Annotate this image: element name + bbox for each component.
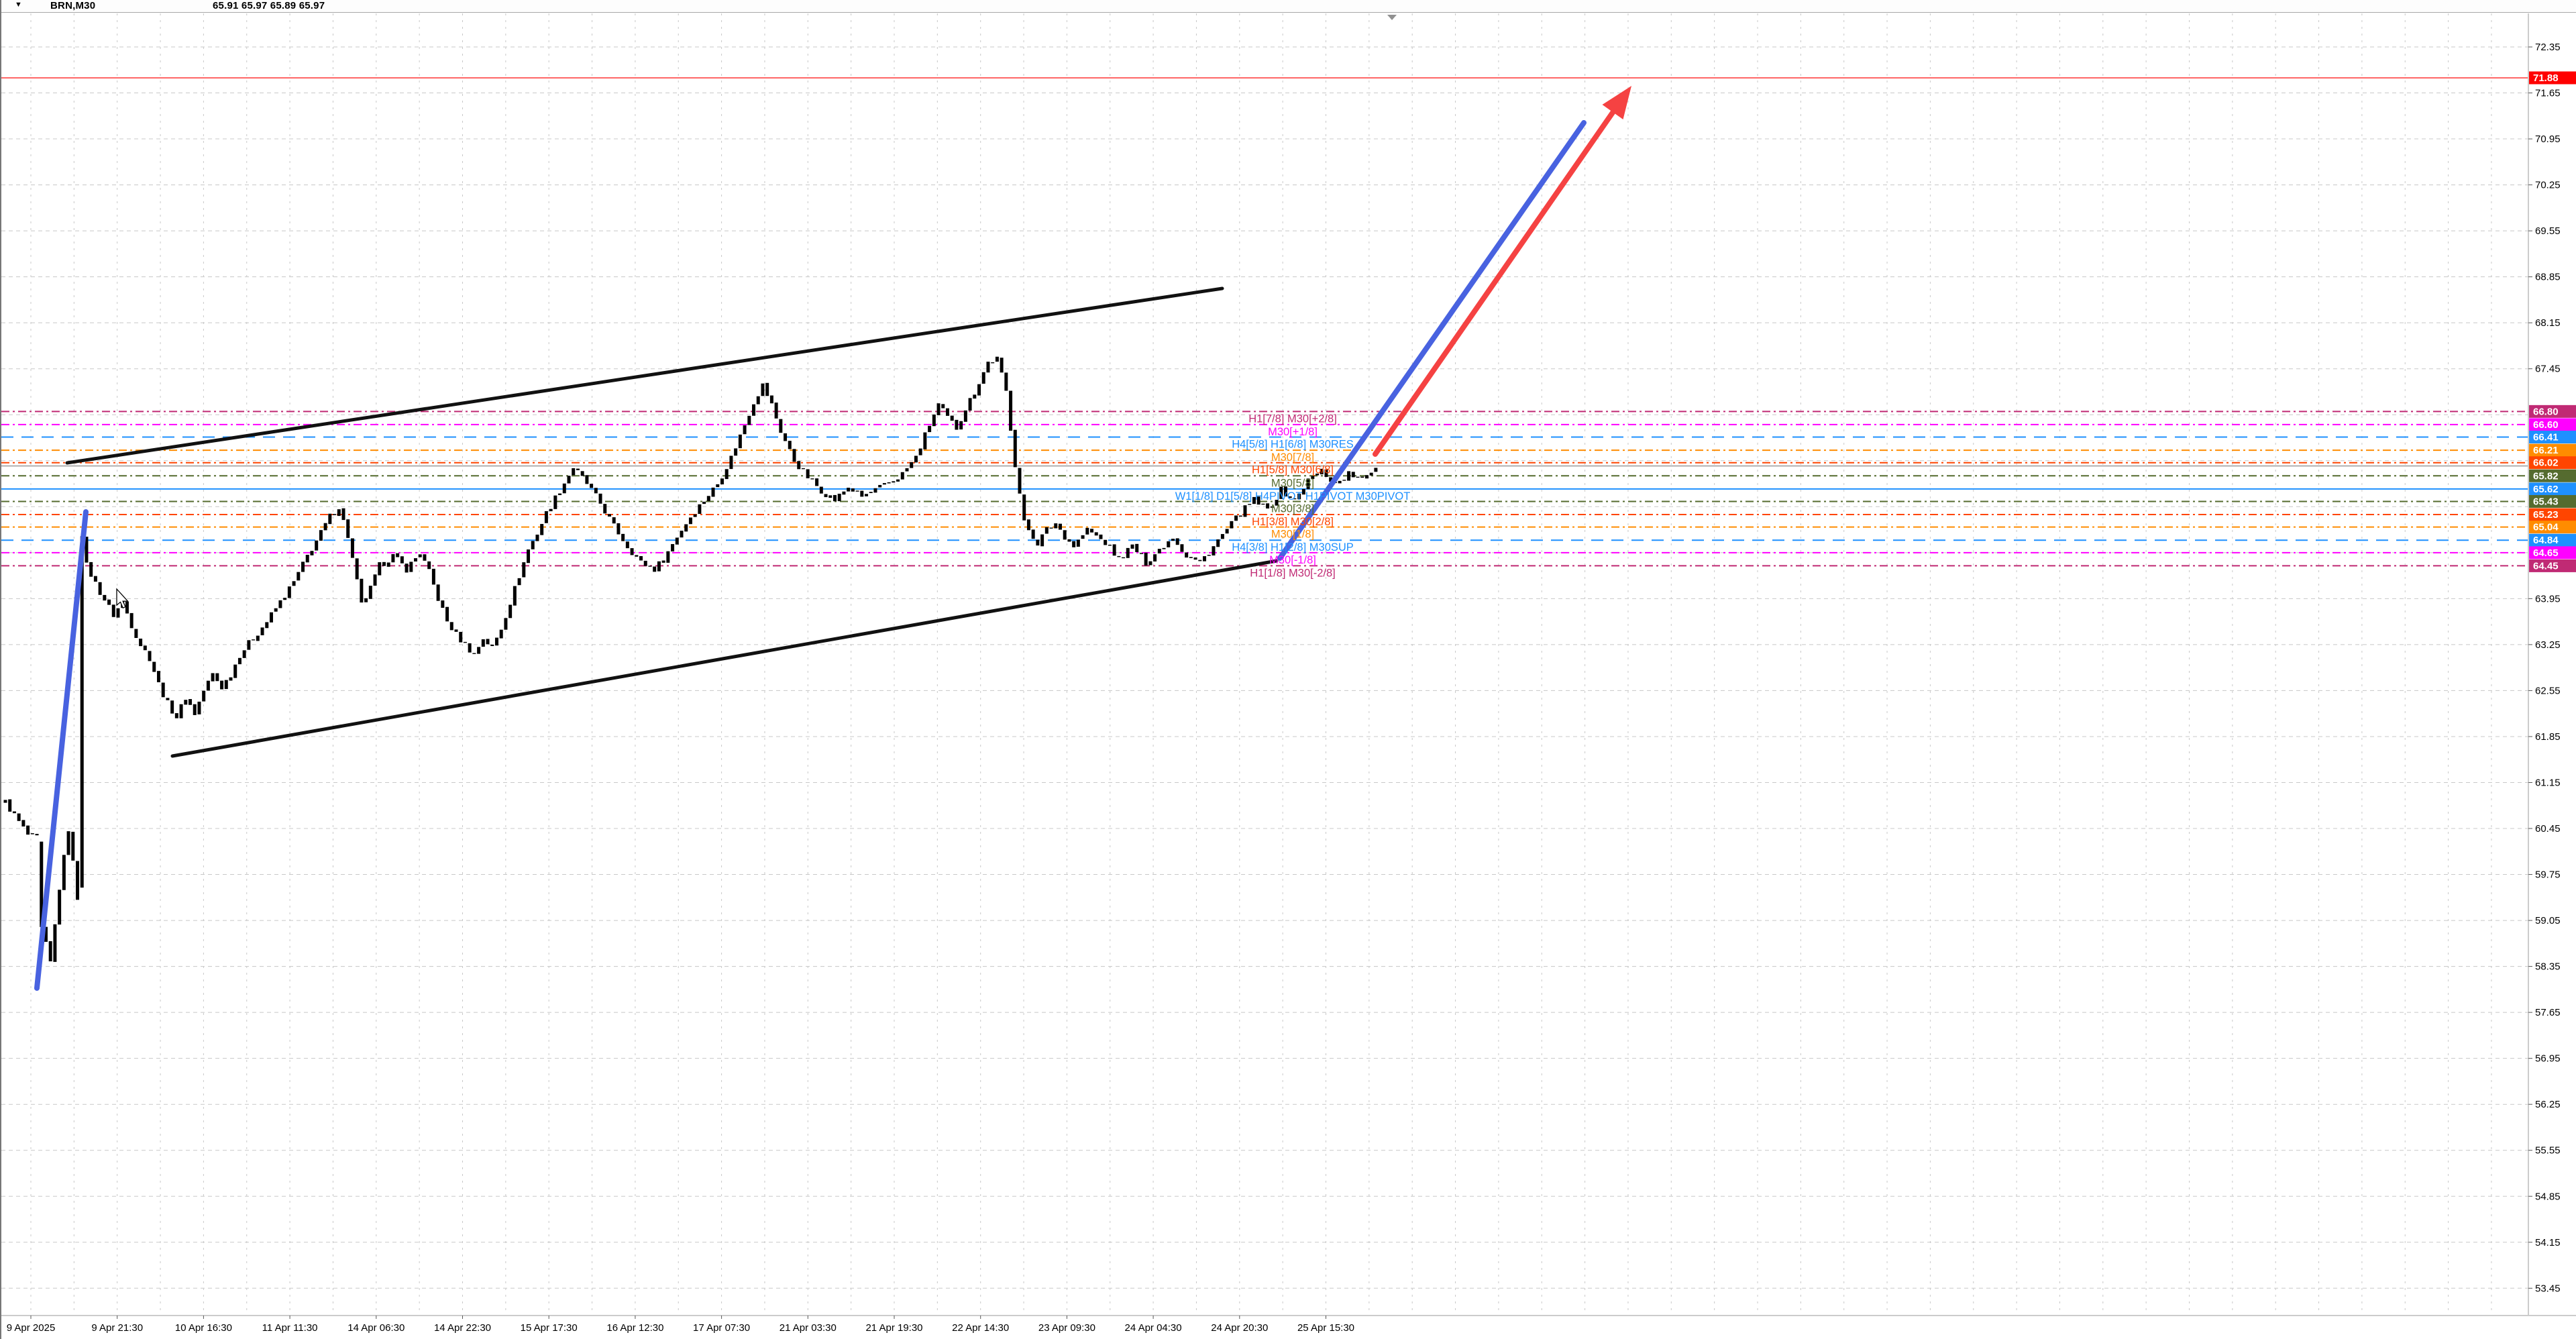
svg-text:64.45: 64.45 bbox=[2533, 560, 2559, 572]
svg-text:15 Apr 17:30: 15 Apr 17:30 bbox=[521, 1322, 578, 1334]
projection-arrow-red bbox=[1373, 106, 1618, 457]
red-arrowhead-icon bbox=[1602, 86, 1631, 119]
mouse-cursor-icon bbox=[116, 588, 129, 609]
svg-text:H4[3/8] H1[2/8] M30SUP: H4[3/8] H1[2/8] M30SUP bbox=[1232, 541, 1354, 553]
svg-text:M30[3/8]: M30[3/8] bbox=[1271, 502, 1314, 515]
svg-text:14 Apr 06:30: 14 Apr 06:30 bbox=[347, 1322, 405, 1334]
svg-text:M30[7/8]: M30[7/8] bbox=[1271, 451, 1314, 464]
svg-text:66.02: 66.02 bbox=[2533, 458, 2559, 469]
svg-text:M30[+1/8]: M30[+1/8] bbox=[1268, 426, 1318, 438]
channel-trendlines[interactable] bbox=[65, 286, 1279, 758]
svg-text:65.62: 65.62 bbox=[2533, 484, 2559, 495]
svg-text:10 Apr 16:30: 10 Apr 16:30 bbox=[175, 1322, 232, 1334]
chart-titlebar: ▼ BRN,M30 65.91 65.97 65.89 65.97 bbox=[0, 0, 2576, 13]
svg-text:H1[5/8] M30[6/8]: H1[5/8] M30[6/8] bbox=[1252, 464, 1334, 476]
svg-text:M30[-1/8]: M30[-1/8] bbox=[1269, 554, 1316, 566]
svg-text:55.55: 55.55 bbox=[2535, 1145, 2561, 1157]
svg-text:66.60: 66.60 bbox=[2533, 419, 2559, 431]
svg-text:65.04: 65.04 bbox=[2533, 522, 2559, 533]
svg-text:65.82: 65.82 bbox=[2533, 470, 2559, 482]
svg-text:62.55: 62.55 bbox=[2535, 685, 2561, 696]
svg-text:56.25: 56.25 bbox=[2535, 1099, 2561, 1110]
svg-text:71.88: 71.88 bbox=[2533, 72, 2559, 84]
pivot-level-lines bbox=[1, 411, 2528, 567]
chart-symbol-timeframe: BRN,M30 bbox=[50, 0, 96, 11]
svg-text:69.55: 69.55 bbox=[2535, 225, 2561, 237]
pivot-level-labels: H1[7/8] M30[+2/8]M30[+1/8]H4[5/8] H1[6/8… bbox=[1175, 413, 1411, 579]
svg-text:25 Apr 15:30: 25 Apr 15:30 bbox=[1297, 1322, 1354, 1334]
candlestick-series bbox=[3, 356, 1378, 962]
svg-text:60.45: 60.45 bbox=[2535, 823, 2561, 835]
svg-text:66.21: 66.21 bbox=[2533, 445, 2559, 456]
svg-text:64.65: 64.65 bbox=[2533, 547, 2559, 559]
window-left-border bbox=[0, 0, 1, 1339]
upper-channel-trendline bbox=[65, 286, 1224, 465]
svg-text:9 Apr 2025: 9 Apr 2025 bbox=[7, 1322, 56, 1334]
svg-text:M30[1/8]: M30[1/8] bbox=[1271, 529, 1314, 541]
symbol-dropdown-icon: ▼ bbox=[15, 1, 22, 9]
svg-text:11 Apr 11:30: 11 Apr 11:30 bbox=[262, 1322, 318, 1334]
svg-text:67.45: 67.45 bbox=[2535, 364, 2561, 375]
lower-channel-trendline bbox=[170, 559, 1279, 758]
svg-text:54.15: 54.15 bbox=[2535, 1237, 2561, 1248]
svg-text:22 Apr 14:30: 22 Apr 14:30 bbox=[952, 1322, 1009, 1334]
impulse-trendline-left bbox=[34, 509, 89, 991]
svg-text:66.80: 66.80 bbox=[2533, 406, 2559, 417]
time-axis[interactable]: 9 Apr 2025 9 Apr 21:30 10 Apr 16:30 11 Apr … bbox=[0, 1315, 2576, 1334]
svg-text:W1[1/8] D1[5/8] H4PIVOT H1PIVO: W1[1/8] D1[5/8] H4PIVOT H1PIVOT M30PIVOT bbox=[1175, 490, 1411, 502]
svg-text:H1[1/8] M30[-2/8]: H1[1/8] M30[-2/8] bbox=[1250, 567, 1335, 579]
svg-text:58.35: 58.35 bbox=[2535, 961, 2561, 973]
svg-text:70.25: 70.25 bbox=[2535, 180, 2561, 191]
svg-text:21 Apr 03:30: 21 Apr 03:30 bbox=[780, 1322, 837, 1334]
svg-text:9 Apr 21:30: 9 Apr 21:30 bbox=[91, 1322, 143, 1334]
projection-trendline-blue bbox=[1277, 120, 1587, 561]
svg-text:59.75: 59.75 bbox=[2535, 869, 2561, 881]
price-axis[interactable]: 72.35 71.65 70.95 70.25 69.55 68.85 68.15 67.45… bbox=[2528, 13, 2576, 1315]
grid-lines bbox=[1, 13, 2528, 1315]
chart-shift-marker bbox=[1387, 15, 1397, 20]
svg-text:59.05: 59.05 bbox=[2535, 915, 2561, 926]
svg-text:H4[5/8] H1[6/8] M30RES: H4[5/8] H1[6/8] M30RES bbox=[1232, 439, 1354, 451]
svg-text:71.65: 71.65 bbox=[2535, 88, 2561, 99]
svg-text:65.43: 65.43 bbox=[2533, 496, 2559, 507]
svg-text:68.85: 68.85 bbox=[2535, 272, 2561, 283]
svg-text:23 Apr 09:30: 23 Apr 09:30 bbox=[1038, 1322, 1095, 1334]
svg-text:61.85: 61.85 bbox=[2535, 731, 2561, 743]
svg-text:61.15: 61.15 bbox=[2535, 777, 2561, 788]
svg-text:H1[3/8] M30[2/8]: H1[3/8] M30[2/8] bbox=[1252, 516, 1334, 528]
svg-text:63.95: 63.95 bbox=[2535, 593, 2561, 604]
svg-text:24 Apr 04:30: 24 Apr 04:30 bbox=[1125, 1322, 1182, 1334]
svg-text:14 Apr 22:30: 14 Apr 22:30 bbox=[434, 1322, 491, 1334]
svg-text:H1[7/8] M30[+2/8]: H1[7/8] M30[+2/8] bbox=[1248, 413, 1337, 425]
svg-text:54.85: 54.85 bbox=[2535, 1191, 2561, 1202]
svg-text:17 Apr 07:30: 17 Apr 07:30 bbox=[693, 1322, 750, 1334]
svg-text:70.95: 70.95 bbox=[2535, 133, 2561, 145]
svg-text:56.95: 56.95 bbox=[2535, 1053, 2561, 1065]
svg-text:64.84: 64.84 bbox=[2533, 535, 2559, 546]
svg-text:63.25: 63.25 bbox=[2535, 639, 2561, 651]
svg-text:53.45: 53.45 bbox=[2535, 1283, 2561, 1294]
svg-text:24 Apr 20:30: 24 Apr 20:30 bbox=[1211, 1322, 1268, 1334]
projection-trendlines[interactable] bbox=[34, 86, 1631, 991]
svg-text:21 Apr 19:30: 21 Apr 19:30 bbox=[865, 1322, 922, 1334]
svg-text:66.41: 66.41 bbox=[2533, 432, 2559, 443]
svg-text:68.15: 68.15 bbox=[2535, 317, 2561, 329]
svg-text:M30[5/8]: M30[5/8] bbox=[1271, 477, 1314, 489]
chart-ohlc-values: 65.91 65.97 65.89 65.97 bbox=[213, 0, 325, 11]
svg-text:16 Apr 12:30: 16 Apr 12:30 bbox=[606, 1322, 663, 1334]
svg-text:72.35: 72.35 bbox=[2535, 42, 2561, 53]
svg-text:57.65: 57.65 bbox=[2535, 1007, 2561, 1018]
svg-text:65.23: 65.23 bbox=[2533, 509, 2559, 521]
